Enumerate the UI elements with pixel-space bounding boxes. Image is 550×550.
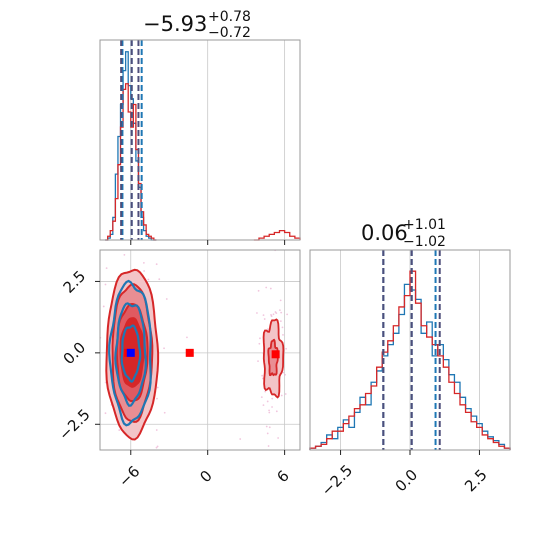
x-tick-label: 0 (196, 467, 215, 486)
x-title-lower: −0.72 (208, 25, 251, 41)
red-histogram-series (309, 270, 511, 450)
sample-point (156, 386, 159, 389)
red-marker (271, 350, 280, 359)
sample-point (155, 446, 158, 449)
sample-point (279, 320, 282, 323)
x-tick-label: −6 (115, 462, 143, 490)
sample-point (268, 426, 271, 429)
sample-point (271, 397, 274, 400)
red-histogram-secondary-mode (253, 229, 301, 241)
sample-point (158, 278, 161, 281)
sample-point (142, 261, 145, 264)
sample-point (275, 410, 278, 413)
sample-point (263, 318, 266, 320)
sample-point (123, 253, 126, 256)
sample-point (265, 425, 268, 428)
y-title-upper: +1.01 (403, 217, 446, 233)
y-title-value: 0.06 (361, 221, 408, 245)
x-tick-label: −2.5 (318, 461, 356, 499)
sample-point (261, 377, 264, 380)
y-marginal-title: 0.06 +1.01 −1.02 (361, 217, 446, 250)
y-tick-label: 2.5 (60, 267, 90, 297)
blue-marker (126, 348, 135, 357)
joint-contour-panel: −6 0 6 −2.5 0.0 2.5 (55, 249, 301, 491)
red-histogram-series (105, 83, 157, 241)
sample-point (280, 311, 283, 314)
sample-point (268, 409, 270, 412)
sample-point (155, 429, 158, 431)
sample-point (155, 263, 158, 266)
sample-point (272, 313, 275, 316)
sample-point (278, 309, 281, 312)
sample-point (284, 373, 287, 376)
x-marginal-title: −5.93 +0.78 −0.72 (143, 9, 251, 41)
sample-point (261, 374, 264, 377)
sample-point (104, 283, 107, 286)
sample-point (286, 313, 289, 316)
y-title-lower: −1.02 (403, 234, 446, 250)
sample-point (270, 315, 273, 318)
sample-point (156, 397, 158, 400)
axes-frame (99, 249, 301, 451)
sample-point (265, 286, 268, 289)
sample-point (259, 337, 261, 340)
sample-point (275, 312, 278, 315)
sample-point (262, 404, 265, 406)
sample-point (147, 278, 150, 281)
sample-point (271, 406, 273, 408)
sample-point (281, 326, 284, 329)
sample-point (277, 437, 280, 439)
sample-point (239, 438, 242, 440)
sample-point (268, 411, 271, 414)
y-tick-label: −2.5 (55, 406, 93, 444)
sample-point (282, 371, 285, 374)
sample-point (118, 429, 121, 431)
red-marker (185, 348, 194, 357)
sample-point (284, 393, 287, 395)
sample-point (285, 347, 288, 350)
sample-point (280, 394, 283, 397)
sample-point (186, 336, 188, 339)
sample-point (260, 396, 263, 399)
blue-contour-level (114, 302, 148, 407)
sample-point (102, 305, 105, 308)
sample-point (163, 411, 166, 414)
y-tick-label: 0.0 (60, 339, 90, 369)
x-tick-label: 6 (273, 467, 292, 486)
sample-point (264, 390, 267, 393)
x-marginal-histogram (99, 39, 301, 245)
blue-contour-level (108, 279, 152, 427)
sample-point (266, 400, 269, 403)
sample-point (257, 289, 260, 292)
sample-point (105, 267, 108, 269)
sample-point (262, 314, 265, 317)
x-tick-label: 0.0 (392, 466, 422, 496)
x-title-upper: +0.78 (208, 9, 251, 25)
sample-point (256, 312, 258, 314)
sample-point (269, 287, 272, 290)
axes-frame (99, 39, 301, 241)
y-marginal-histogram: −2.5 0.0 2.5 (309, 249, 511, 500)
sample-point (143, 270, 146, 272)
sample-point (266, 432, 269, 435)
sample-point (257, 360, 259, 363)
x-title-value: −5.93 (143, 12, 207, 36)
sample-point (282, 334, 284, 336)
sample-point (163, 347, 165, 350)
sample-point (156, 445, 159, 448)
sample-point (267, 445, 270, 447)
sample-point (165, 298, 168, 300)
sample-point (258, 342, 261, 345)
x-tick-label: 2.5 (461, 466, 491, 496)
sample-point (104, 412, 107, 415)
sample-point (267, 328, 269, 330)
sample-point (279, 299, 282, 302)
blue-contour-level (120, 324, 142, 383)
